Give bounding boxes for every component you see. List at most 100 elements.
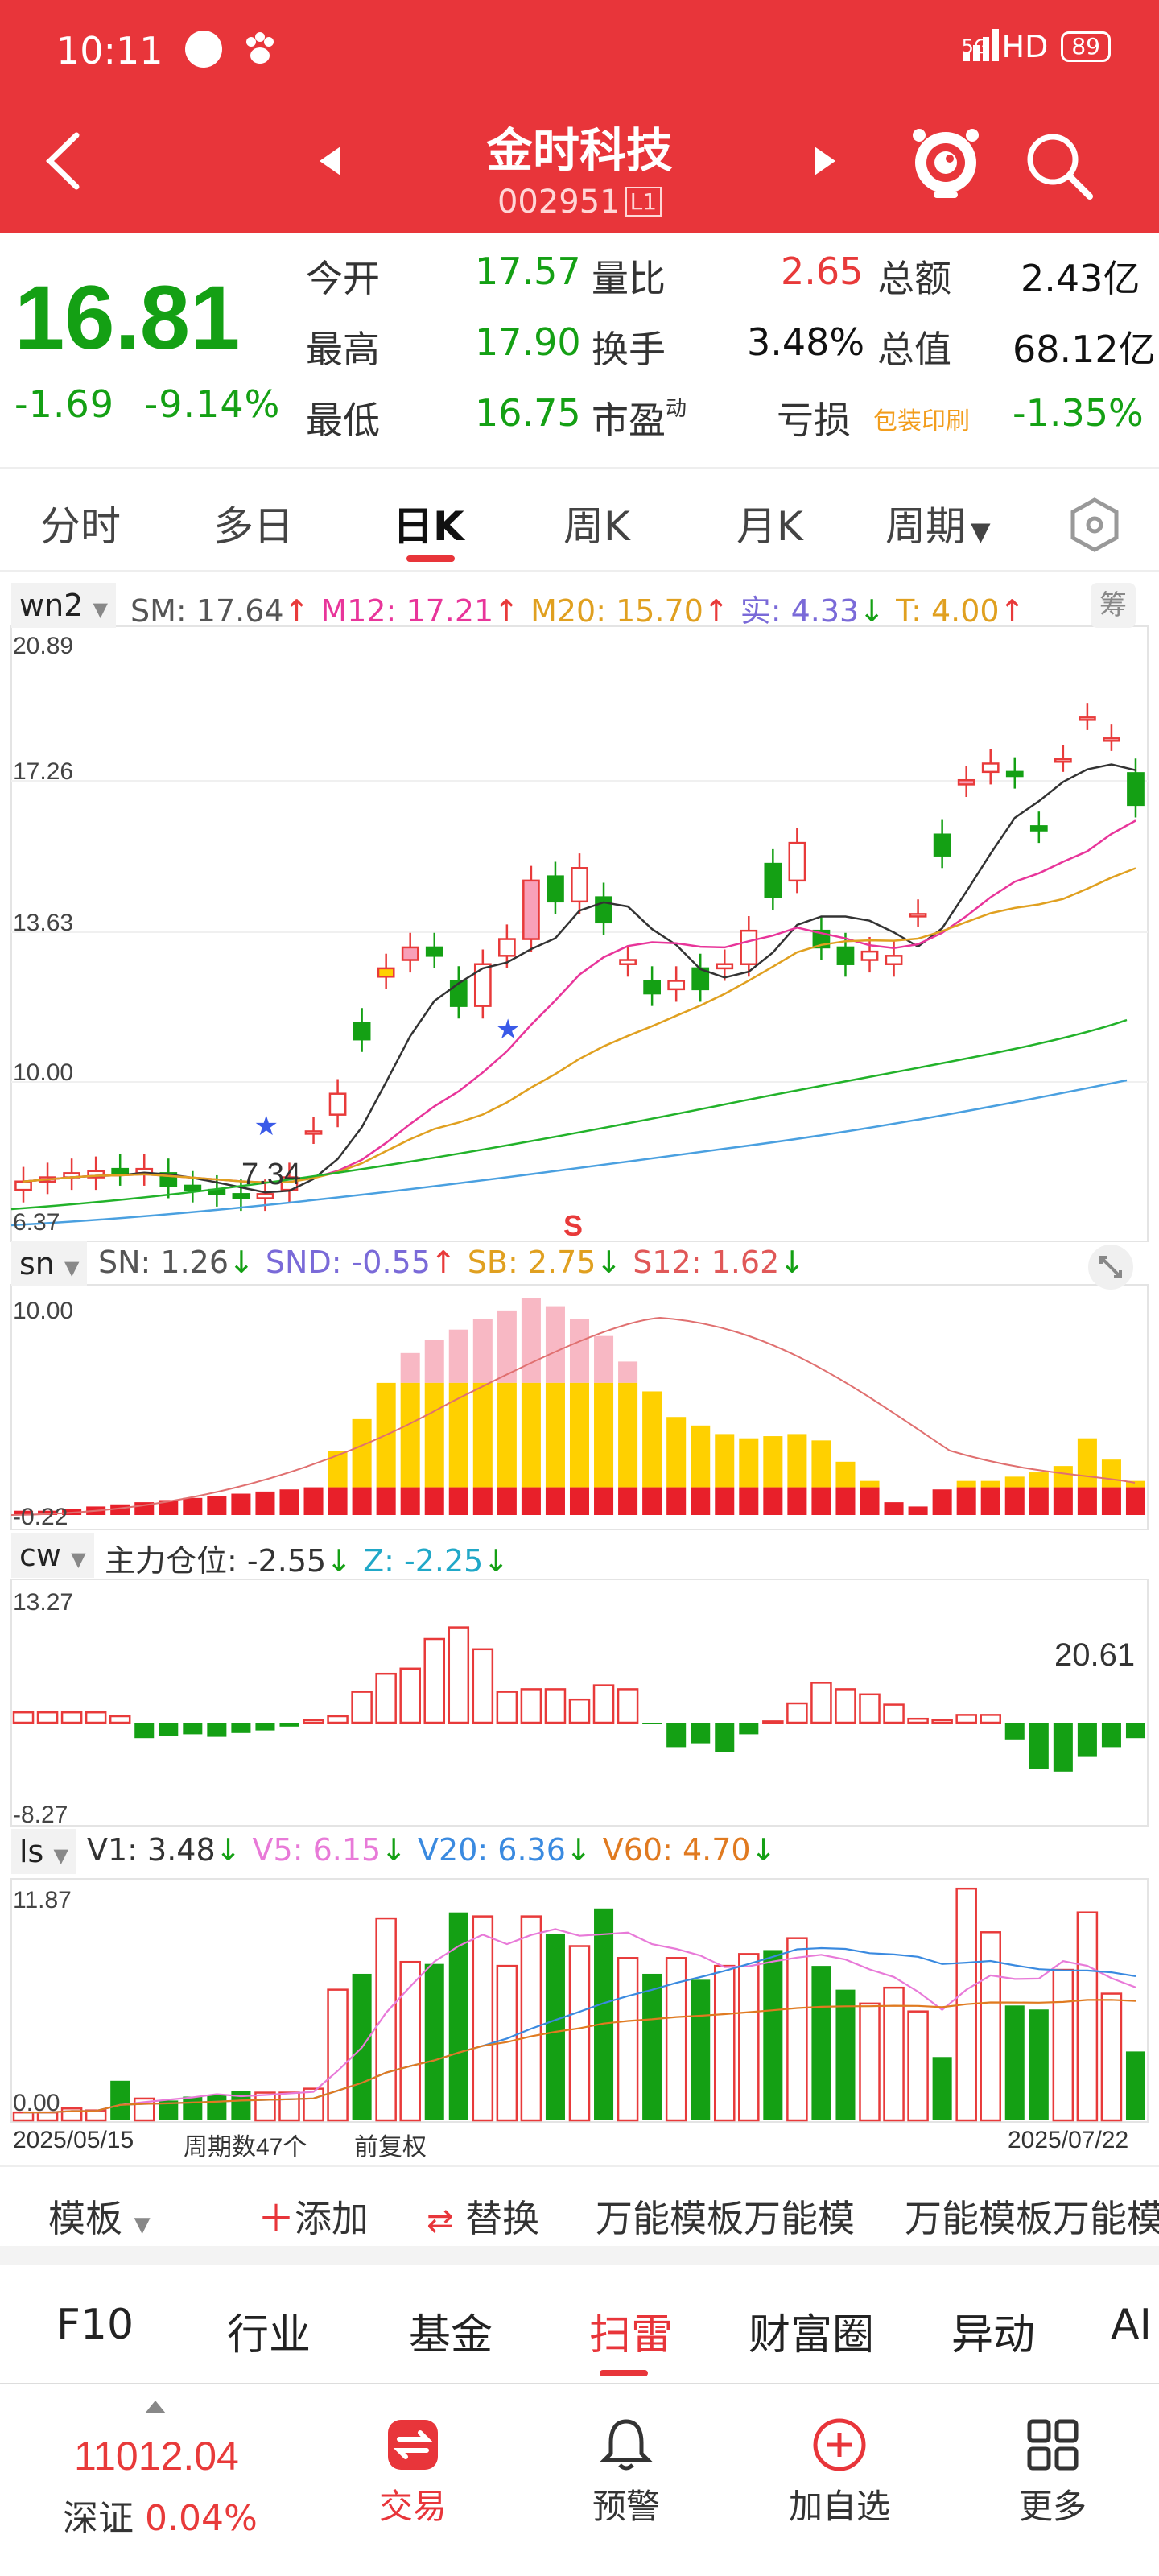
sn-bar-red xyxy=(884,1502,904,1515)
search-icon[interactable] xyxy=(1022,129,1095,201)
industry-change: -1.35% xyxy=(1013,391,1144,435)
cw-bar-up xyxy=(859,1693,881,1724)
arrow-down-icon: ↓ xyxy=(859,593,885,629)
index-line[interactable]: 深证 0.04% xyxy=(63,2489,258,2541)
cw-bar-up xyxy=(544,1688,567,1724)
cw-bar-up xyxy=(303,1719,324,1724)
cw-bar-down xyxy=(1077,1723,1097,1757)
ls-indicator-selector[interactable]: ls ▼ xyxy=(11,1829,76,1874)
sn-bar-red xyxy=(62,1509,82,1515)
cw-bar-down xyxy=(715,1723,735,1752)
moving-average-line xyxy=(23,867,1136,1184)
nav-add-watchlist[interactable]: 加自选 xyxy=(759,2417,920,2529)
change-amount: -1.69 xyxy=(14,382,115,426)
adjust-mode[interactable]: 前复权 xyxy=(354,2134,427,2161)
cw-bar-up xyxy=(448,1626,470,1724)
tab-movement[interactable]: 异动 xyxy=(951,2311,1036,2359)
template-dropdown[interactable]: 模板 ▼ xyxy=(48,2190,151,2243)
caret-down-icon: ▼ xyxy=(134,2213,151,2237)
candle xyxy=(1127,772,1145,807)
candle xyxy=(184,1184,202,1191)
kline-chart[interactable]: ★★ xyxy=(0,573,1159,2167)
volume-bar-up xyxy=(907,2010,929,2122)
sn-bar-yellow xyxy=(642,1391,662,1488)
market-cap-label: 总值 xyxy=(877,328,951,371)
robot-assistant-icon[interactable] xyxy=(909,121,982,201)
nav-alert[interactable]: 预警 xyxy=(546,2417,707,2529)
sn-bar-red xyxy=(642,1487,662,1515)
period-count: 周期数47个 xyxy=(184,2134,307,2161)
nav-trade[interactable]: 交易 xyxy=(332,2417,493,2529)
sn-bar-yellow xyxy=(1077,1438,1097,1488)
sn-bar-pink xyxy=(618,1361,638,1383)
y-axis-label: 10.00 xyxy=(13,1059,74,1086)
back-icon[interactable] xyxy=(40,129,89,193)
tab-f10[interactable]: F10 xyxy=(56,2301,134,2349)
cw-indicator-selector[interactable]: cw ▼ xyxy=(11,1533,94,1578)
sn-indicator-selector[interactable]: sn ▼ xyxy=(11,1241,88,1286)
sn-bar-yellow xyxy=(569,1382,590,1488)
signal-icon xyxy=(963,29,999,61)
main-indicator-selector[interactable]: wn2 ▼ xyxy=(11,583,116,628)
arrow-up-icon: ↑ xyxy=(430,1245,456,1280)
candle xyxy=(764,862,782,898)
volume-bar-up xyxy=(1076,1911,1099,2122)
add-label: 添加 xyxy=(295,2197,369,2240)
section-tabs: F10 行业 基金 扫雷 财富圈 异动 AI xyxy=(0,2265,1159,2386)
tab-industry[interactable]: 行业 xyxy=(227,2311,311,2359)
status-bar: 10:11 5G HD 89 xyxy=(0,0,1159,105)
main-indicator-name: wn2 xyxy=(19,588,84,623)
tab-fund[interactable]: 基金 xyxy=(409,2311,493,2359)
template-item[interactable]: 万能模板万能模 xyxy=(596,2197,855,2240)
sn-bar-yellow xyxy=(328,1451,348,1488)
tab-period[interactable]: 周期 ▼ xyxy=(885,494,991,552)
chart-settings-icon[interactable] xyxy=(1066,497,1123,553)
tab-weekly-k[interactable]: 周K xyxy=(563,503,630,550)
sn-bar-red xyxy=(715,1487,735,1515)
sn-bar-pink xyxy=(521,1298,541,1383)
volume-bar-down xyxy=(691,1979,711,2120)
low-value: 16.75 xyxy=(475,391,581,435)
candle xyxy=(1054,758,1072,763)
next-stock-icon[interactable] xyxy=(813,145,837,177)
grid-icon xyxy=(1027,2419,1079,2471)
cw-bar-up xyxy=(568,1698,591,1724)
volume-bar-down xyxy=(763,1950,783,2120)
tab-ai[interactable]: AI xyxy=(1111,2301,1152,2349)
sn-bar-yellow xyxy=(472,1382,493,1488)
add-indicator-button[interactable]: ＋添加 xyxy=(258,2190,369,2243)
tab-wealth-circle[interactable]: 财富圈 xyxy=(749,2311,875,2359)
candle xyxy=(716,963,734,970)
cw-bar-up xyxy=(810,1682,832,1724)
cw-bar-down xyxy=(183,1723,203,1735)
caret-down-icon: ▼ xyxy=(93,598,108,621)
end-date: 2025/07/22 xyxy=(1008,2127,1129,2153)
turnover-amount-value: 2.43亿 xyxy=(1021,257,1140,300)
sn-bar-pink xyxy=(569,1319,590,1383)
cw-bar-down xyxy=(207,1723,227,1737)
tab-daily-k[interactable]: 日K xyxy=(393,503,464,550)
volume-bar-up xyxy=(980,1931,1001,2122)
stock-code-line: 002951 L1 xyxy=(0,184,1159,221)
prev-stock-icon[interactable] xyxy=(318,145,342,177)
template-item[interactable]: 万能模板万能模 xyxy=(905,2197,1159,2240)
arrow-down-icon: ↓ xyxy=(596,1245,622,1280)
cw-bar-up xyxy=(109,1715,131,1724)
tab-monthly-k[interactable]: 月K xyxy=(736,503,803,550)
index-value[interactable]: 11012.04 xyxy=(74,2434,239,2479)
expand-icon[interactable] xyxy=(1087,1243,1135,1291)
tab-risk-scan[interactable]: 扫雷 xyxy=(589,2311,674,2359)
cw-bar-up xyxy=(85,1711,107,1724)
chip-distribution-button[interactable]: 筹 xyxy=(1091,583,1136,628)
volume-bar-up xyxy=(472,1915,494,2122)
tab-multi-day[interactable]: 多日 xyxy=(213,503,294,550)
tab-intraday[interactable]: 分时 xyxy=(40,503,121,550)
chart-area[interactable]: ★ ★ wn2 ▼ SM: 17.64↑ M12: 17.21↑ M20: 15.70… xyxy=(0,573,1159,2167)
caret-down-icon: ▼ xyxy=(64,1257,80,1279)
replace-indicator-button[interactable]: ⇄ 替换 xyxy=(427,2190,539,2243)
nav-more[interactable]: 更多 xyxy=(972,2417,1133,2529)
cw-bar-up xyxy=(327,1715,349,1724)
y-axis-label: 13.27 xyxy=(13,1589,74,1616)
industry-tag[interactable]: 包装印刷 xyxy=(873,407,970,436)
volume-bar-down xyxy=(835,1989,856,2120)
